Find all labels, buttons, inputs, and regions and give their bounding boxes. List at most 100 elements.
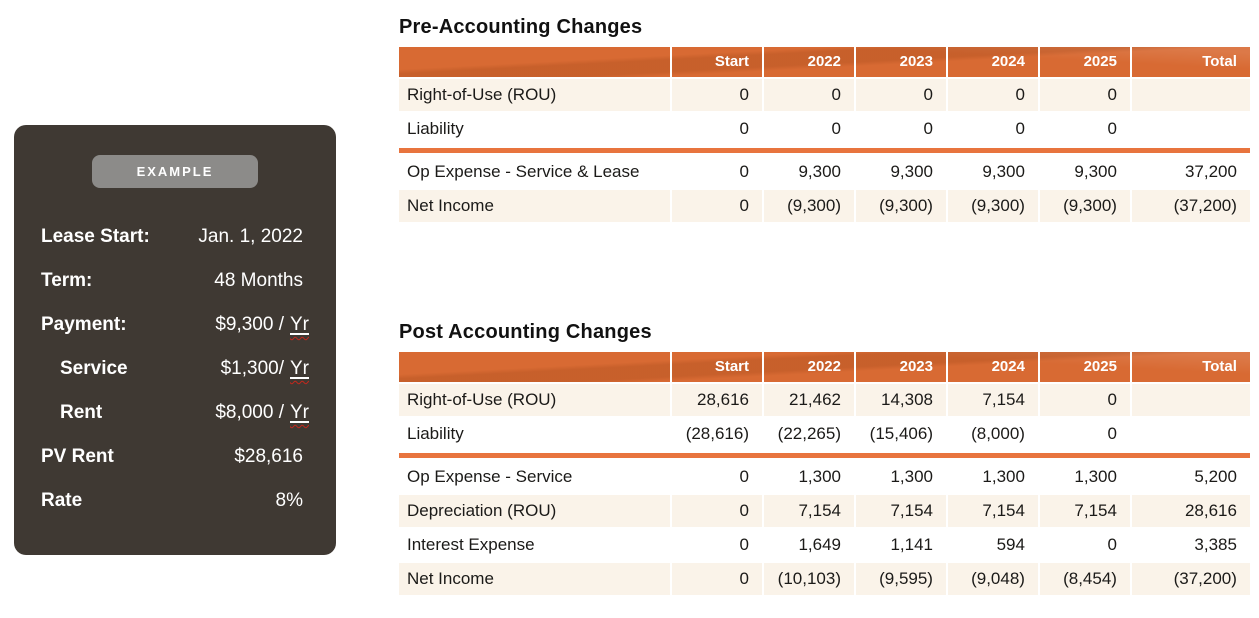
column-header-2025: 2025 xyxy=(1037,352,1130,382)
cell-value: (9,595) xyxy=(854,563,946,595)
cell-value: 1,300 xyxy=(1037,461,1130,493)
cell-value: 0 xyxy=(670,529,762,561)
row-label: Interest Expense xyxy=(407,535,535,554)
cell-value: 9,300 xyxy=(1037,156,1130,188)
post-accounting-title: Post Accounting Changes xyxy=(399,321,652,343)
cell-value: 0 xyxy=(670,190,762,222)
pv-rent-value: $28,616 xyxy=(234,446,303,467)
cell-value: (22,265) xyxy=(762,418,854,450)
cell-value: 594 xyxy=(945,529,1038,561)
table-row: Liability 0 0 0 0 0 xyxy=(399,113,1250,147)
cell-value: 28,616 xyxy=(670,384,762,416)
cell-value xyxy=(1129,384,1250,416)
cell-value: 1,300 xyxy=(762,461,854,493)
rate-value: 8% xyxy=(275,490,303,511)
column-header-total: Total xyxy=(1129,352,1250,382)
cell-value: 7,154 xyxy=(762,495,854,527)
term-row: Term: 48 Months xyxy=(41,259,309,303)
rate-label: Rate xyxy=(41,490,83,511)
example-card: EXAMPLE Lease Start: Jan. 1, 2022 Term: … xyxy=(14,125,336,555)
cell-value: (9,300) xyxy=(945,190,1038,222)
row-label: Net Income xyxy=(407,196,494,215)
service-value: $1,300/Yr xyxy=(220,358,309,379)
table-row: Net Income 0 (9,300) (9,300) (9,300) (9,… xyxy=(399,190,1250,224)
cell-value: 0 xyxy=(762,79,854,111)
column-header-2025: 2025 xyxy=(1037,47,1130,77)
cell-value: 7,154 xyxy=(945,384,1038,416)
cell-value: (8,454) xyxy=(1037,563,1130,595)
cell-value: (9,300) xyxy=(854,190,946,222)
row-label: Liability xyxy=(407,424,464,443)
cell-value xyxy=(1129,418,1250,450)
payment-row: Payment: $9,300 /Yr xyxy=(41,303,309,347)
term-value: 48 Months xyxy=(214,270,303,291)
row-label: Op Expense - Service xyxy=(407,467,573,486)
pre-accounting-table: Start 2022 2023 2024 2025 Total Right-of… xyxy=(399,47,1250,224)
table-row: Right-of-Use (ROU) 28,616 21,462 14,308 … xyxy=(399,384,1250,418)
cell-value: 0 xyxy=(945,113,1038,145)
column-header-2024: 2024 xyxy=(945,47,1038,77)
cell-value: 1,141 xyxy=(854,529,946,561)
cell-value: 1,300 xyxy=(945,461,1038,493)
cell-value: 21,462 xyxy=(762,384,854,416)
row-label: Liability xyxy=(407,119,464,138)
example-card-rows: Lease Start: Jan. 1, 2022 Term: 48 Month… xyxy=(14,215,336,523)
row-label: Right-of-Use (ROU) xyxy=(407,85,557,104)
cell-value: 28,616 xyxy=(1129,495,1250,527)
pre-table-header-row: Start 2022 2023 2024 2025 Total xyxy=(399,47,1250,79)
column-header-2024: 2024 xyxy=(945,352,1038,382)
post-table-header-row: Start 2022 2023 2024 2025 Total xyxy=(399,352,1250,384)
service-label: Service xyxy=(60,358,128,379)
cell-value: 14,308 xyxy=(854,384,946,416)
row-label: Depreciation (ROU) xyxy=(407,501,557,520)
cell-value: 0 xyxy=(1037,384,1130,416)
column-header-2022: 2022 xyxy=(762,47,854,77)
row-label: Net Income xyxy=(407,569,494,588)
term-label: Term: xyxy=(41,270,93,291)
table-row: Liability (28,616) (22,265) (15,406) (8,… xyxy=(399,418,1250,452)
cell-value xyxy=(1129,113,1250,145)
column-header-blank xyxy=(399,352,670,382)
cell-value: 9,300 xyxy=(762,156,854,188)
cell-value: 7,154 xyxy=(854,495,946,527)
cell-value: 0 xyxy=(1037,79,1130,111)
orange-divider xyxy=(399,453,1250,458)
cell-value: 0 xyxy=(945,79,1038,111)
cell-value: 9,300 xyxy=(854,156,946,188)
orange-divider xyxy=(399,148,1250,153)
cell-value: 0 xyxy=(1037,418,1130,450)
cell-value: 3,385 xyxy=(1129,529,1250,561)
cell-value: 1,649 xyxy=(762,529,854,561)
pv-rent-label: PV Rent xyxy=(41,446,114,467)
rent-value: $8,000 /Yr xyxy=(215,402,309,423)
table-row: Right-of-Use (ROU) 0 0 0 0 0 xyxy=(399,79,1250,113)
cell-value: (9,300) xyxy=(1037,190,1130,222)
cell-value: (9,048) xyxy=(945,563,1038,595)
post-accounting-table: Start 2022 2023 2024 2025 Total Right-of… xyxy=(399,352,1250,597)
cell-value: 0 xyxy=(762,113,854,145)
payment-value: $9,300 /Yr xyxy=(215,314,309,335)
table-row: Interest Expense 0 1,649 1,141 594 0 3,3… xyxy=(399,529,1250,563)
example-badge: EXAMPLE xyxy=(92,155,258,188)
cell-value: 0 xyxy=(670,495,762,527)
pre-accounting-section: Pre-Accounting Changes Start 2022 2023 2… xyxy=(399,0,1250,224)
cell-value: (10,103) xyxy=(762,563,854,595)
cell-value: (37,200) xyxy=(1129,563,1250,595)
cell-value: (9,300) xyxy=(762,190,854,222)
cell-value: 9,300 xyxy=(945,156,1038,188)
cell-value: 0 xyxy=(670,156,762,188)
rate-row: Rate 8% xyxy=(41,479,309,523)
cell-value: 1,300 xyxy=(854,461,946,493)
column-header-2023: 2023 xyxy=(854,47,946,77)
tables-area: Pre-Accounting Changes Start 2022 2023 2… xyxy=(399,0,1250,597)
column-header-start: Start xyxy=(670,47,762,77)
lease-start-row: Lease Start: Jan. 1, 2022 xyxy=(41,215,309,259)
rent-row: Rent $8,000 /Yr xyxy=(41,391,309,435)
cell-value: 0 xyxy=(854,113,946,145)
service-row: Service $1,300/Yr xyxy=(41,347,309,391)
pre-accounting-title: Pre-Accounting Changes xyxy=(399,16,643,38)
column-header-total: Total xyxy=(1129,47,1250,77)
cell-value: 0 xyxy=(1037,113,1130,145)
column-header-blank xyxy=(399,47,670,77)
cell-value xyxy=(1129,79,1250,111)
